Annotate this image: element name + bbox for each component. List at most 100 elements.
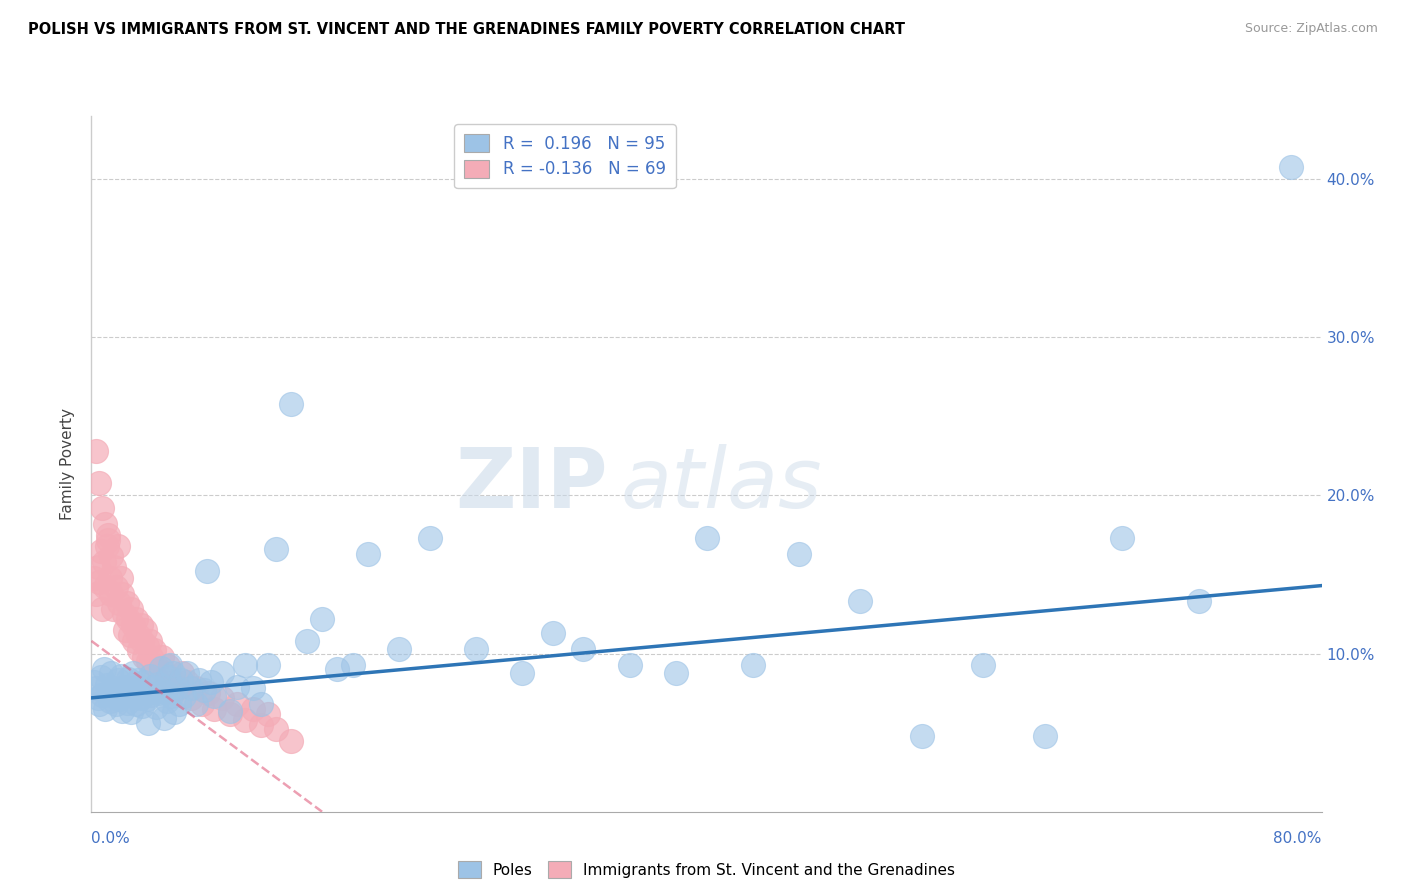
Point: [124, 634, 146, 648]
Point: [122, 665, 145, 680]
Point: [98, 694, 121, 708]
Point: [111, 704, 134, 718]
Point: [211, 665, 233, 680]
Point: [122, 618, 145, 632]
Point: [87, 475, 110, 490]
Point: [357, 547, 380, 561]
Point: [129, 690, 152, 705]
Point: [257, 657, 280, 672]
Point: [741, 657, 763, 672]
Point: [153, 665, 177, 680]
Point: [97, 686, 120, 700]
Point: [134, 684, 156, 698]
Point: [143, 643, 166, 657]
Point: [100, 549, 122, 563]
Point: [264, 723, 287, 737]
Point: [1111, 531, 1133, 545]
Point: [139, 669, 162, 683]
Point: [211, 690, 233, 705]
Point: [114, 623, 136, 637]
Point: [96, 539, 118, 553]
Point: [86, 559, 108, 574]
Point: [141, 649, 163, 664]
Point: [101, 683, 124, 698]
Point: [180, 690, 202, 705]
Point: [94, 580, 117, 594]
Point: [1033, 729, 1056, 743]
Text: atlas: atlas: [620, 444, 823, 525]
Point: [165, 681, 187, 696]
Point: [619, 657, 641, 672]
Point: [112, 607, 135, 621]
Point: [145, 700, 167, 714]
Point: [117, 672, 139, 686]
Point: [176, 675, 198, 690]
Point: [141, 688, 163, 702]
Point: [120, 602, 142, 616]
Point: [100, 586, 122, 600]
Point: [120, 705, 142, 719]
Point: [188, 673, 211, 688]
Point: [911, 729, 934, 743]
Point: [202, 702, 225, 716]
Text: ZIP: ZIP: [456, 444, 607, 525]
Point: [118, 681, 141, 696]
Point: [125, 612, 148, 626]
Point: [146, 676, 169, 690]
Point: [100, 665, 122, 680]
Point: [464, 641, 486, 656]
Point: [115, 596, 138, 610]
Point: [128, 683, 150, 698]
Point: [218, 704, 240, 718]
Point: [226, 680, 249, 694]
Point: [124, 690, 146, 704]
Point: [173, 690, 195, 704]
Point: [142, 665, 165, 680]
Point: [108, 596, 131, 610]
Point: [160, 690, 183, 704]
Point: [342, 657, 364, 672]
Point: [180, 681, 202, 696]
Point: [172, 665, 194, 680]
Point: [135, 639, 157, 653]
Point: [136, 655, 159, 669]
Point: [311, 612, 333, 626]
Point: [166, 681, 188, 696]
Point: [129, 618, 152, 632]
Point: [162, 665, 184, 680]
Point: [94, 702, 117, 716]
Point: [91, 602, 114, 616]
Point: [157, 659, 180, 673]
Point: [176, 665, 198, 680]
Point: [149, 661, 172, 675]
Point: [107, 673, 129, 688]
Point: [83, 571, 105, 585]
Point: [184, 697, 207, 711]
Point: [193, 683, 215, 698]
Point: [134, 623, 156, 637]
Point: [541, 626, 564, 640]
Point: [167, 697, 190, 711]
Point: [159, 657, 181, 672]
Point: [972, 657, 994, 672]
Point: [145, 659, 167, 673]
Point: [233, 657, 256, 672]
Point: [90, 543, 112, 558]
Text: 0.0%: 0.0%: [91, 831, 131, 846]
Point: [91, 688, 114, 702]
Point: [218, 706, 240, 721]
Text: 80.0%: 80.0%: [1274, 831, 1322, 846]
Point: [169, 673, 191, 688]
Point: [84, 444, 107, 458]
Point: [91, 501, 114, 516]
Point: [87, 697, 110, 711]
Point: [157, 670, 180, 684]
Point: [419, 531, 441, 545]
Point: [131, 634, 153, 648]
Point: [86, 690, 108, 705]
Point: [280, 733, 302, 747]
Point: [388, 641, 411, 656]
Point: [83, 675, 105, 690]
Point: [127, 627, 149, 641]
Point: [105, 580, 127, 594]
